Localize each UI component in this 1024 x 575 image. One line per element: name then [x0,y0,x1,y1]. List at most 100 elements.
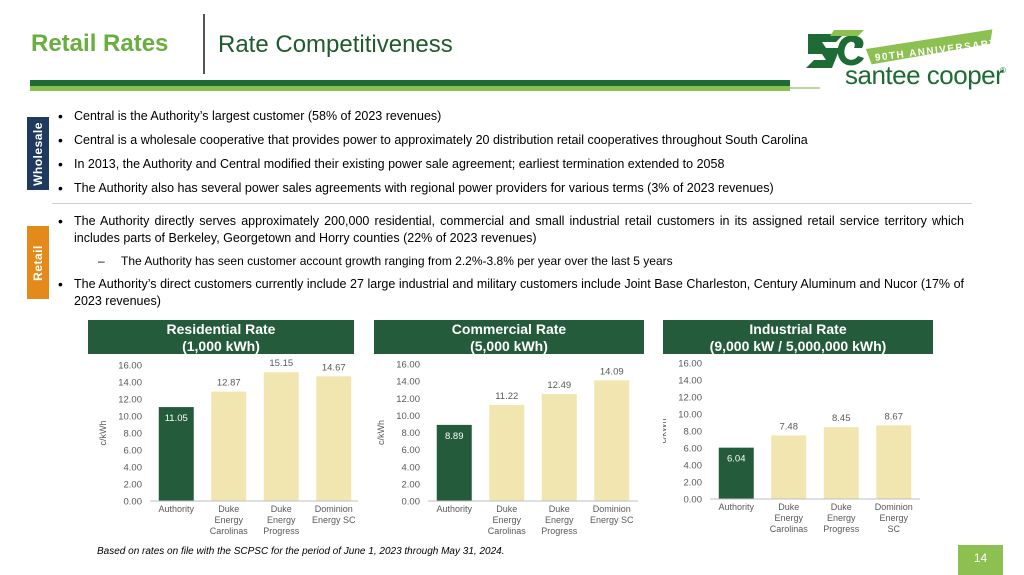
wholesale-bullet: Central is the Authority’s largest custo… [58,108,964,125]
x-tick-label: Authority [158,504,194,514]
y-tick-label: 4.00 [402,462,421,473]
y-tick-label: 2.00 [684,478,703,489]
x-tick-label: Carolinas [770,524,809,534]
data-label: 15.15 [269,358,293,369]
data-label: 12.87 [217,378,241,389]
bar [158,407,194,501]
y-tick-label: 12.00 [118,395,142,406]
y-tick-label: 10.00 [118,412,142,423]
x-tick-label: Carolinas [488,526,527,536]
residential-chart-header: Residential Rate (1,000 kWh) [88,320,354,354]
y-tick-label: 14.00 [396,377,420,388]
y-tick-label: 4.00 [684,461,703,472]
x-tick-label: Authority [718,502,754,512]
x-tick-label: Progress [541,526,578,536]
sc-monogram-icon [806,30,864,68]
x-tick-label: Energy [545,515,574,525]
section-title: Retail Rates [31,30,169,57]
data-label: 8.89 [445,431,464,442]
x-tick-label: Energy SC [312,515,356,525]
x-tick-label: Energy [267,515,296,525]
y-tick-label: 14.00 [118,378,142,389]
x-tick-label: Duke [218,504,239,514]
data-label: 11.22 [495,391,518,402]
commercial-chart-subtitle: (5,000 kWh) [470,338,548,354]
residential-chart-title: Residential Rate [166,321,276,337]
commercial-chart-title: Commercial Rate [451,321,567,337]
wholesale-bullet-list: Central is the Authority’s largest custo… [58,108,964,204]
y-tick-label: 12.00 [678,393,702,404]
y-tick-label: 12.00 [396,394,420,405]
residential-chart-subtitle: (1,000 kWh) [182,338,260,354]
bar [541,394,577,501]
x-tick-label: Progress [823,524,860,534]
data-label: 14.67 [322,362,346,373]
section-divider [52,203,972,204]
bar [211,391,247,501]
x-tick-label: Dominion [875,502,913,512]
retail-bullet: The Authority’s direct customers current… [58,276,964,310]
data-label: 11.05 [165,413,188,424]
industrial-chart-subtitle: (9,000 kW / 5,000,000 kWh) [709,338,887,354]
y-tick-label: 0.00 [684,495,703,506]
x-tick-label: Duke [549,504,570,514]
x-tick-label: Duke [778,502,799,512]
retail-bullet: The Authority directly serves approximat… [58,213,964,247]
footnote: Based on rates on file with the SCPSC fo… [97,546,505,557]
data-label: 14.09 [600,366,624,377]
y-tick-label: 10.00 [678,410,702,421]
x-tick-label: Progress [263,526,300,536]
y-tick-label: 10.00 [396,411,420,422]
bar [489,404,525,501]
y-tick-label: 16.00 [678,359,702,370]
x-tick-label: Carolinas [210,526,249,536]
industrial-chart-title: Industrial Rate [749,321,847,337]
y-tick-label: 0.00 [402,497,421,508]
header-rule-tail [790,87,820,89]
bar [718,447,754,499]
residential-rate-chart: 0.00 2.00 4.00 6.00 8.00 10.00 12.00 14.00 16.00… [98,358,358,536]
bar [823,427,859,499]
bar [876,425,912,499]
retail-tab-label: Retail [31,244,45,281]
y-tick-label: 8.00 [124,429,143,440]
x-tick-label: Dominion [593,504,631,514]
bar [436,424,472,501]
wholesale-bullet: The Authority also has several power sal… [58,180,964,197]
commercial-chart-header: Commercial Rate (5,000 kWh) [374,320,644,354]
x-tick-label: Duke [831,502,852,512]
santee-cooper-logo: 90TH ANNIVERSARY [806,29,998,68]
header-rule-dark [30,80,790,86]
industrial-chart-header: Industrial Rate (9,000 kW / 5,000,000 kW… [663,320,933,354]
industrial-rate-chart: 0.00 2.00 4.00 6.00 8.00 10.00 12.00 14.00 16.00… [663,359,920,534]
logo-wordmark: santee cooper [845,60,1004,90]
x-tick-label: Authority [436,504,472,514]
y-tick-label: 0.00 [124,497,143,508]
title-separator [203,14,205,74]
x-tick-label: Duke [496,504,517,514]
x-tick-label: Energy [774,513,803,523]
data-label: 6.04 [727,454,746,465]
bar [316,376,352,501]
x-tick-label: Energy [214,515,243,525]
y-axis-label: c/kWh [98,420,108,445]
y-tick-label: 16.00 [396,360,420,371]
retail-bullet-list: The Authority directly serves approximat… [58,213,964,316]
y-tick-label: 6.00 [402,445,421,456]
y-tick-label: 6.00 [684,444,703,455]
data-label: 8.67 [885,411,904,422]
wholesale-tab: Wholesale [27,117,49,190]
bar [594,380,630,501]
y-tick-label: 6.00 [124,446,143,457]
x-tick-label: Energy [492,515,521,525]
commercial-rate-chart: 0.00 2.00 4.00 6.00 8.00 10.00 12.00 14.00 16.00… [376,360,638,536]
y-tick-label: 2.00 [124,480,143,491]
retail-tab: Retail [27,226,49,299]
x-tick-label: Energy SC [590,515,634,525]
x-tick-label: Dominion [315,504,353,514]
data-label: 8.45 [832,413,851,424]
logo-registered-mark: ® [1000,66,1006,75]
retail-sub-bullet: The Authority has seen customer account … [58,253,964,270]
page-number: 14 [958,545,1003,575]
data-label: 7.48 [780,421,799,432]
